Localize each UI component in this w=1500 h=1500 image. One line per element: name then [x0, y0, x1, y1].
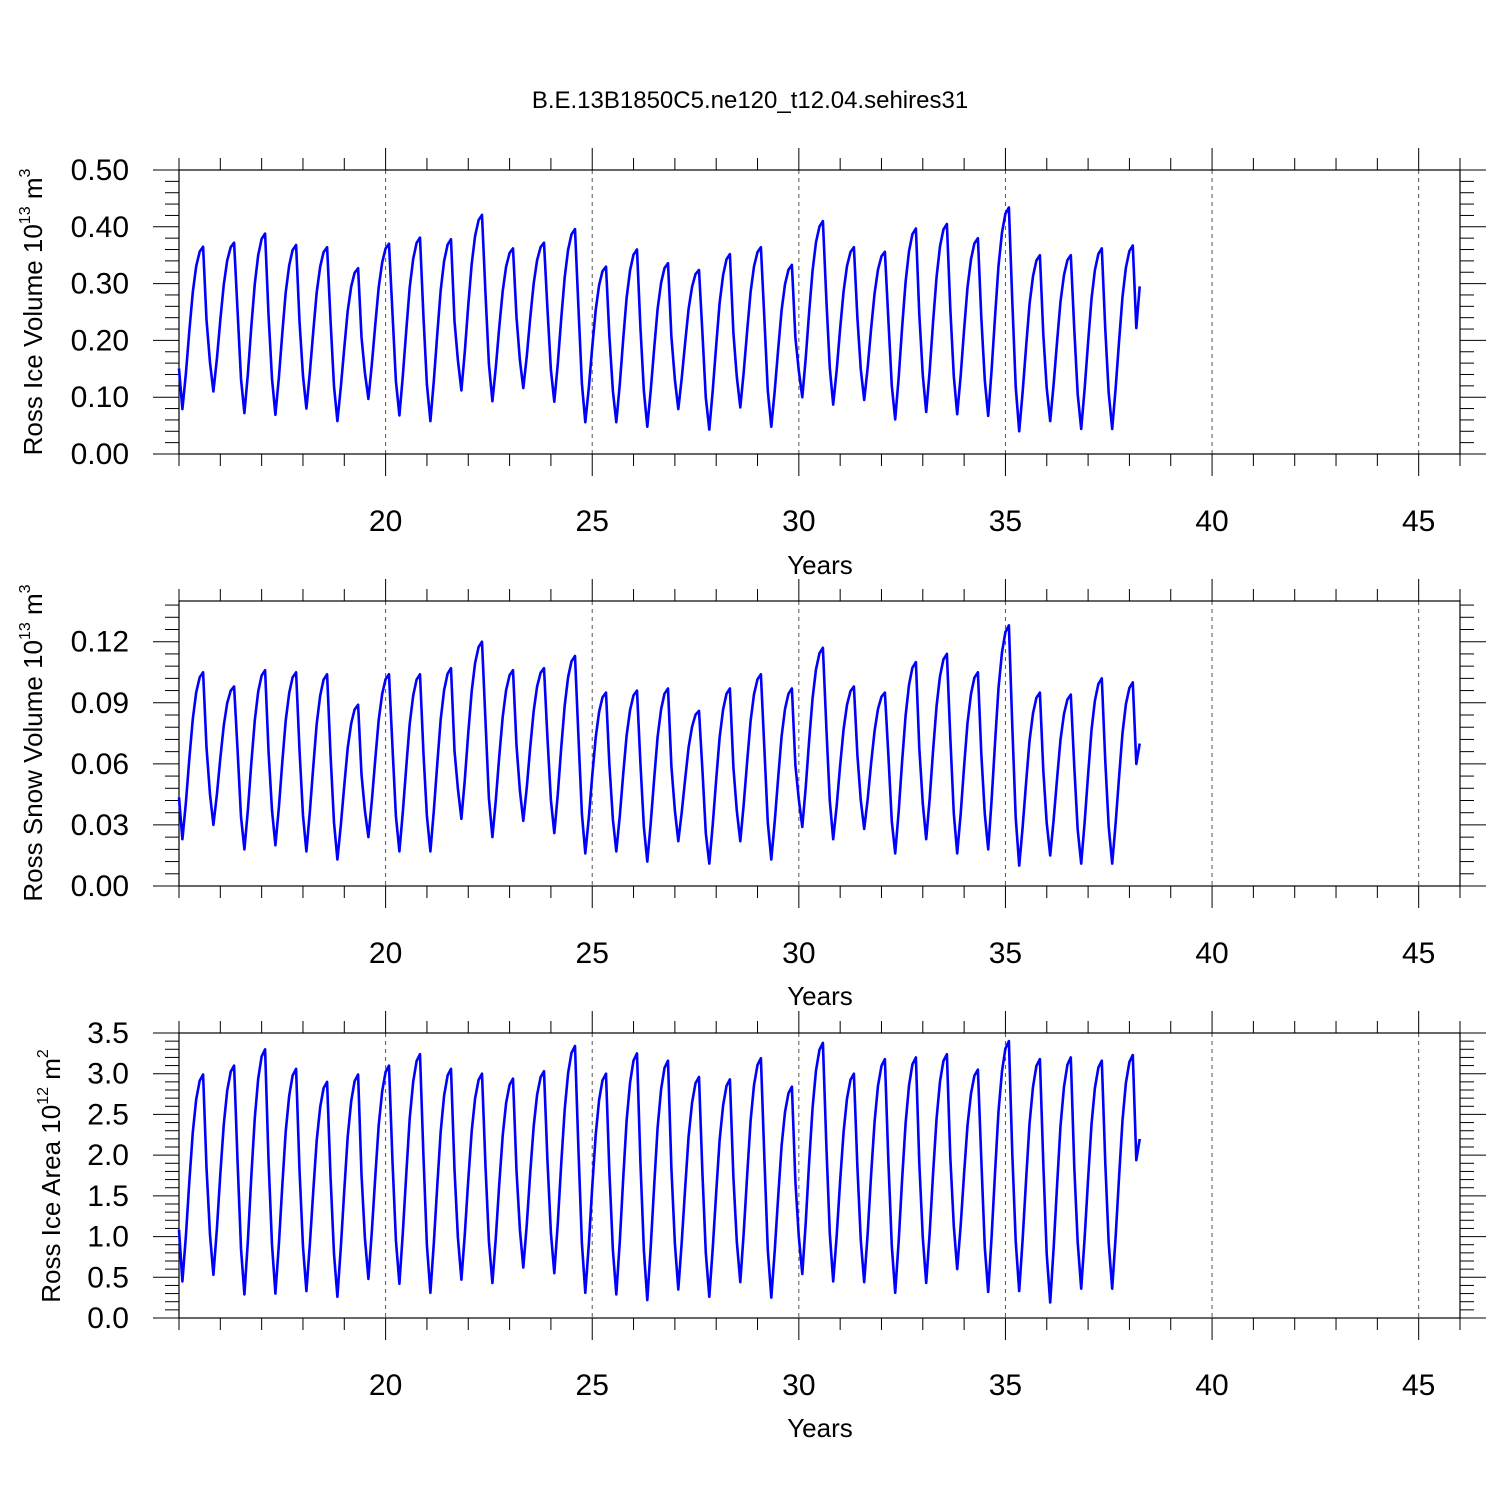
- x-tick-label: 45: [1402, 505, 1435, 538]
- y-tick-label: 0.5: [87, 1261, 129, 1294]
- series-line: [177, 1039, 1141, 1304]
- plot-ice-volume: 20 25 30 35 40 45 0.00 0.10 0.20 0.30 0.40 0.50: [71, 148, 1486, 538]
- series-line: [177, 206, 1141, 433]
- y-tick-label: 0.0: [87, 1302, 129, 1335]
- y-tick-label: 0.09: [71, 687, 129, 720]
- y-tick-label: 0.03: [71, 809, 129, 842]
- panel-ice-area: Ross Ice Area 1012 m2 20 25 30 35 40 45 0.0 0.5…: [35, 1011, 1486, 1443]
- y-tick-label: 0.12: [71, 626, 129, 659]
- panel-ice-volume: Ross Ice Volume 1013 m3 20 25 30 35 40 45 0.00…: [17, 148, 1486, 580]
- y-tick-label: 0.20: [71, 324, 129, 357]
- plot-snow-volume: 20 25 30 35 40 45 0.00 0.03 0.06 0.09 0.12: [71, 579, 1486, 970]
- x-tick-label: 30: [782, 937, 815, 970]
- y-tick-label: 0.00: [71, 438, 129, 471]
- y-tick-label: 1.5: [87, 1180, 129, 1213]
- xlabel-ice-volume: Years: [787, 550, 853, 580]
- y-tick-label: 0.10: [71, 381, 129, 414]
- y-tick-label: 0.30: [71, 268, 129, 301]
- ylabel-ice-volume: Ross Ice Volume 1013 m3: [17, 168, 48, 455]
- panel-snow-volume: Ross Snow Volume 1013 m3 20 25 30 35 40 45 0.0…: [17, 579, 1486, 1011]
- series-line: [177, 624, 1141, 867]
- x-tick-label: 30: [782, 1369, 815, 1402]
- x-tick-label: 25: [576, 937, 609, 970]
- plot-ice-area: 20 25 30 35 40 45 0.0 0.5 1.0 1.5 2.0 2.5 3.0 3.5: [87, 1011, 1486, 1402]
- figure-title: B.E.13B1850C5.ne120_t12.04.sehires31: [532, 87, 968, 114]
- x-tick-label: 40: [1195, 937, 1228, 970]
- plot-frame: [178, 169, 1461, 455]
- x-tick-label: 20: [369, 505, 402, 538]
- x-tick-label: 30: [782, 505, 815, 538]
- y-tick-label: 0.50: [71, 154, 129, 187]
- ylabel-ice-area: Ross Ice Area 1012 m2: [35, 1049, 66, 1303]
- ylabel-snow-volume: Ross Snow Volume 1013 m3: [17, 584, 48, 901]
- x-tick-label: 45: [1402, 937, 1435, 970]
- xlabel-ice-area: Years: [787, 1413, 853, 1443]
- plot-frame: [178, 600, 1461, 887]
- y-tick-label: 3.0: [87, 1058, 129, 1091]
- y-tick-label: 0.40: [71, 211, 129, 244]
- x-tick-label: 40: [1195, 505, 1228, 538]
- x-tick-label: 40: [1195, 1369, 1228, 1402]
- x-tick-label: 25: [576, 505, 609, 538]
- y-tick-label: 0.00: [71, 870, 129, 903]
- y-tick-label: 1.0: [87, 1221, 129, 1254]
- x-tick-label: 20: [369, 1369, 402, 1402]
- x-tick-label: 20: [369, 937, 402, 970]
- y-tick-label: 2.0: [87, 1139, 129, 1172]
- x-tick-label: 35: [989, 505, 1022, 538]
- x-tick-label: 45: [1402, 1369, 1435, 1402]
- x-tick-label: 35: [989, 937, 1022, 970]
- y-tick-label: 0.06: [71, 748, 129, 781]
- x-tick-label: 35: [989, 1369, 1022, 1402]
- x-tick-label: 25: [576, 1369, 609, 1402]
- y-tick-label: 3.5: [87, 1017, 129, 1050]
- y-tick-label: 2.5: [87, 1098, 129, 1131]
- xlabel-snow-volume: Years: [787, 981, 853, 1011]
- plot-frame: [178, 1032, 1461, 1319]
